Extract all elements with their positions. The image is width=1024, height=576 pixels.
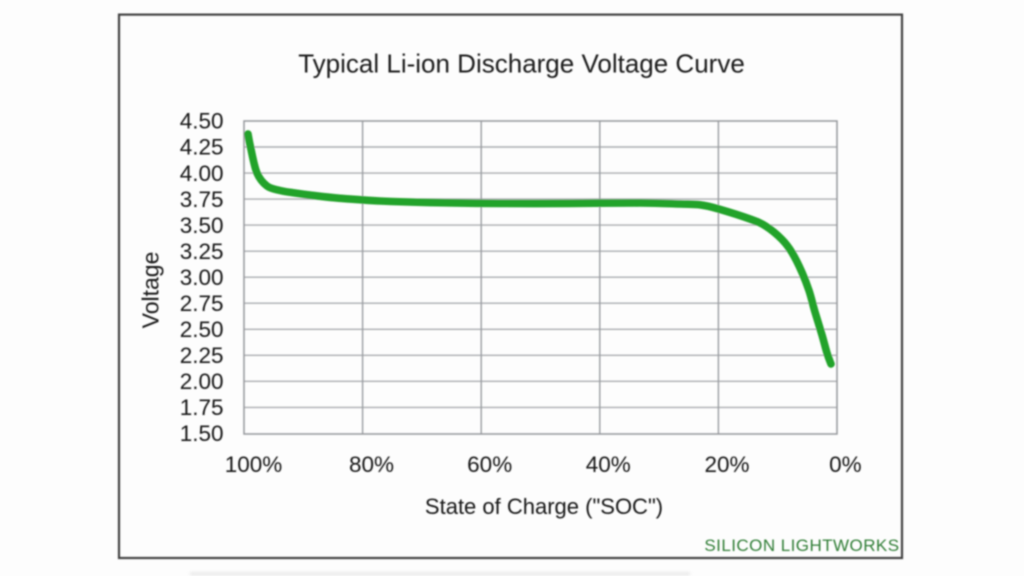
- svg-text:4.00: 4.00: [180, 161, 224, 186]
- svg-text:3.00: 3.00: [180, 265, 224, 290]
- svg-text:Voltage: Voltage: [138, 252, 164, 329]
- svg-text:State of Charge ("SOC"): State of Charge ("SOC"): [425, 494, 663, 519]
- svg-text:40%: 40%: [586, 452, 631, 477]
- svg-text:SILICON LIGHTWORKS: SILICON LIGHTWORKS: [704, 536, 899, 555]
- svg-text:2.25: 2.25: [180, 343, 224, 368]
- svg-text:2.50: 2.50: [180, 317, 224, 342]
- svg-text:20%: 20%: [704, 452, 749, 477]
- svg-text:3.50: 3.50: [180, 213, 224, 238]
- svg-text:1.75: 1.75: [180, 395, 224, 420]
- svg-text:100%: 100%: [225, 452, 283, 477]
- svg-text:2.00: 2.00: [180, 369, 224, 394]
- svg-text:60%: 60%: [467, 452, 512, 477]
- svg-text:2.75: 2.75: [180, 291, 224, 316]
- svg-text:3.25: 3.25: [180, 239, 224, 264]
- svg-text:4.25: 4.25: [180, 135, 224, 160]
- svg-text:Typical Li-ion Discharge Volta: Typical Li-ion Discharge Voltage Curve: [298, 49, 745, 79]
- svg-text:80%: 80%: [349, 452, 394, 477]
- svg-text:1.50: 1.50: [180, 421, 224, 446]
- svg-text:3.75: 3.75: [180, 187, 224, 212]
- svg-text:0%: 0%: [829, 452, 862, 477]
- svg-text:4.50: 4.50: [180, 109, 224, 134]
